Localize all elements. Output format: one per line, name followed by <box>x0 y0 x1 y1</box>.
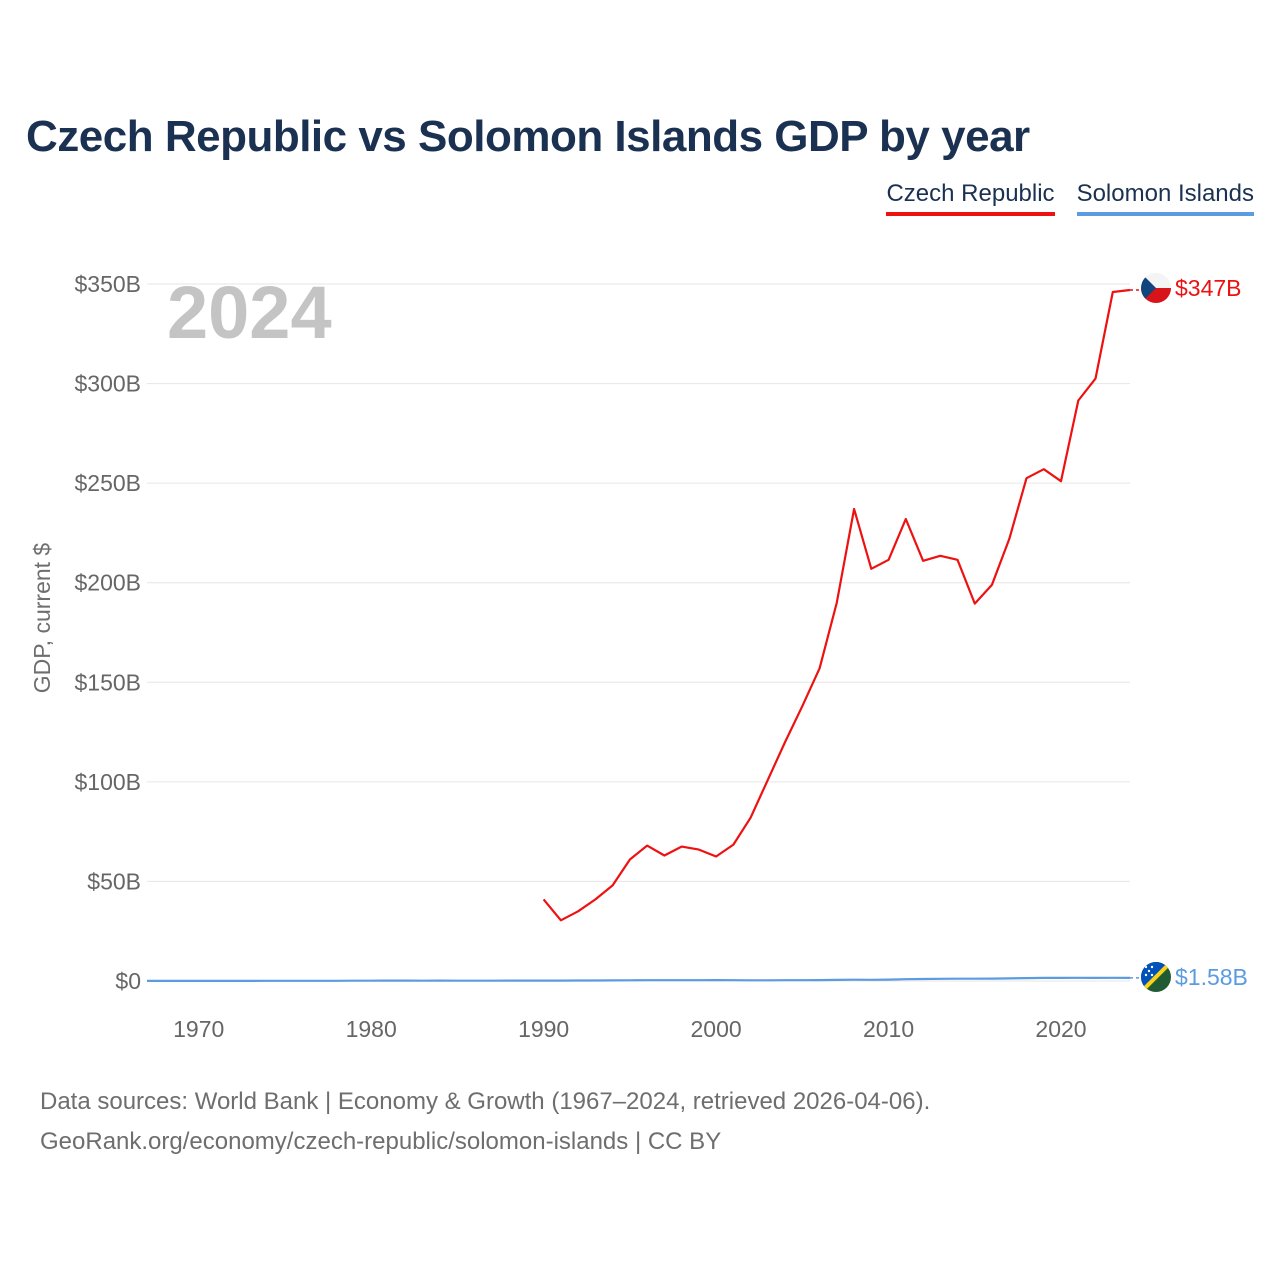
x-tick-label: 1990 <box>518 1016 569 1042</box>
series-line-czech-republic <box>542 288 1131 922</box>
data-sources: Data sources: World Bank | Economy & Gro… <box>40 1088 931 1115</box>
end-label-czech-republic: $347B <box>1175 275 1242 301</box>
y-axis-label: GDP, current $ <box>29 543 55 694</box>
x-tick-label: 1980 <box>346 1016 397 1042</box>
x-tick-label: 2020 <box>1035 1016 1086 1042</box>
legend-item-solomon-islands[interactable]: Solomon Islands <box>1076 180 1254 216</box>
y-tick-label: $200B <box>74 570 141 596</box>
x-tick-label: 1970 <box>173 1016 224 1042</box>
y-tick-label: $50B <box>87 868 141 894</box>
series <box>147 288 1140 983</box>
legend-item-czech-republic[interactable]: Czech Republic <box>886 180 1055 216</box>
x-tick-label: 2010 <box>863 1016 914 1042</box>
x-tick-label: 2000 <box>691 1016 742 1042</box>
series-line-solomon-islands <box>147 976 1131 983</box>
y-tick-label: $250B <box>74 470 141 496</box>
footer: Data sources: World Bank | Economy & Gro… <box>40 1082 930 1162</box>
year-watermark: 2024 <box>167 271 332 354</box>
y-tick-label: $0 <box>115 968 141 994</box>
credit: GeoRank.org/economy/czech-republic/solom… <box>40 1128 722 1155</box>
czech-flag-icon <box>1141 273 1171 303</box>
y-tick-label: $100B <box>74 769 141 795</box>
solomon-islands-flag-icon <box>1141 962 1171 992</box>
y-axis-ticks: $0 $50B $100B $150B $200B $250B $300B $350B <box>74 271 141 994</box>
grid <box>147 283 1130 982</box>
legend: Czech Republic Solomon Islands <box>886 180 1254 216</box>
end-label-solomon-islands: $1.58B <box>1175 964 1248 990</box>
chart-title: Czech Republic vs Solomon Islands GDP by… <box>26 112 1030 161</box>
y-tick-label: $150B <box>74 669 141 695</box>
y-tick-label: $350B <box>74 271 141 297</box>
y-tick-label: $300B <box>74 371 141 397</box>
x-axis-ticks: 1970 1980 1990 2000 2010 2020 <box>173 1016 1086 1042</box>
